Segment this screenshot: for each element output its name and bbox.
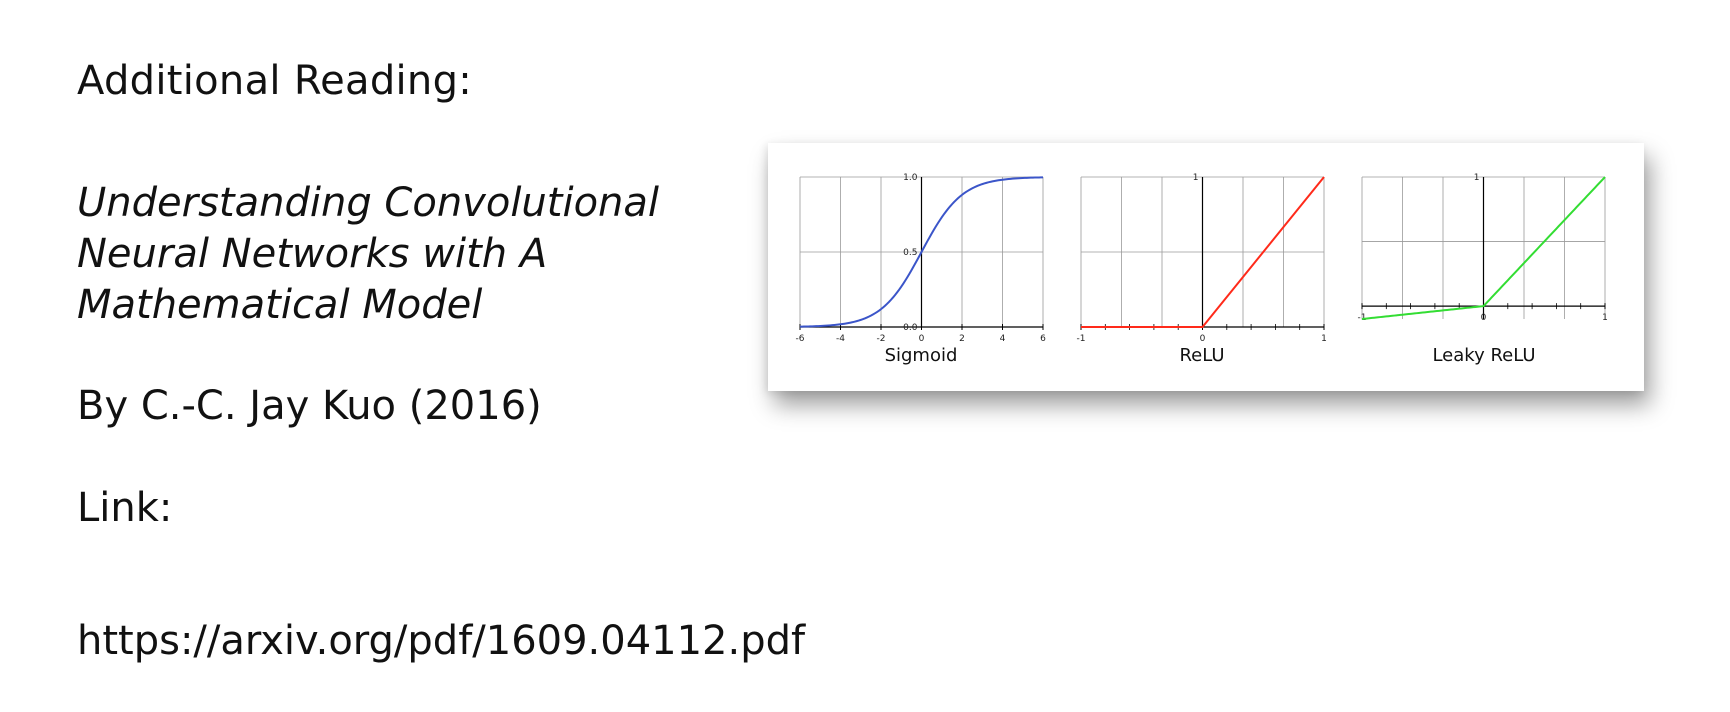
paper-author: By C.-C. Jay Kuo (2016) xyxy=(77,383,542,429)
paper-title-line-1: Understanding Convolutional xyxy=(77,180,660,226)
x-tick-label: -6 xyxy=(796,334,805,344)
x-tick-label: 4 xyxy=(1000,334,1006,344)
x-tick-label: 1 xyxy=(1602,313,1608,323)
x-tick-label: -1 xyxy=(1077,334,1086,344)
chart-caption: ReLU xyxy=(1179,345,1224,366)
paper-title-line-3: Mathematical Model xyxy=(77,282,483,328)
x-tick-label: 1 xyxy=(1321,334,1327,344)
x-tick-label: -4 xyxy=(836,334,845,344)
paper-title-line-2: Neural Networks with A xyxy=(77,231,548,277)
paper-title: Understanding Convolutional Neural Netwo… xyxy=(77,178,717,331)
x-tick-label: 2 xyxy=(959,334,965,344)
x-tick-label: -2 xyxy=(877,334,886,344)
y-tick-label: 1 xyxy=(1193,173,1199,183)
y-tick-label: 0.0 xyxy=(903,323,918,333)
relu-curve xyxy=(1081,176,1325,328)
activation-functions-figure: -6 -4 -2 0 2 4 6 1.0 0.5 0.0 Sigmoid -1 0 1 1 ReLU -1 0 1 1… xyxy=(768,143,1644,391)
x-tick-label: 0 xyxy=(919,334,925,344)
x-tick-label: 0 xyxy=(1200,334,1206,344)
y-tick-label: 1.0 xyxy=(903,173,918,183)
x-tick-label: 6 xyxy=(1040,334,1046,344)
paper-link[interactable]: https://arxiv.org/pdf/1609.04112.pdf xyxy=(77,618,806,664)
y-tick-label: 1 xyxy=(1474,173,1480,183)
chart-caption: Leaky ReLU xyxy=(1432,345,1535,366)
x-tick-label: 0 xyxy=(1481,313,1487,323)
section-heading: Additional Reading: xyxy=(77,58,473,104)
chart-caption: Sigmoid xyxy=(885,345,958,366)
sigmoid-curve xyxy=(799,176,1044,328)
y-tick-label: 0.5 xyxy=(903,248,917,258)
leaky-relu-curve xyxy=(1361,176,1606,320)
link-label: Link: xyxy=(77,485,173,531)
